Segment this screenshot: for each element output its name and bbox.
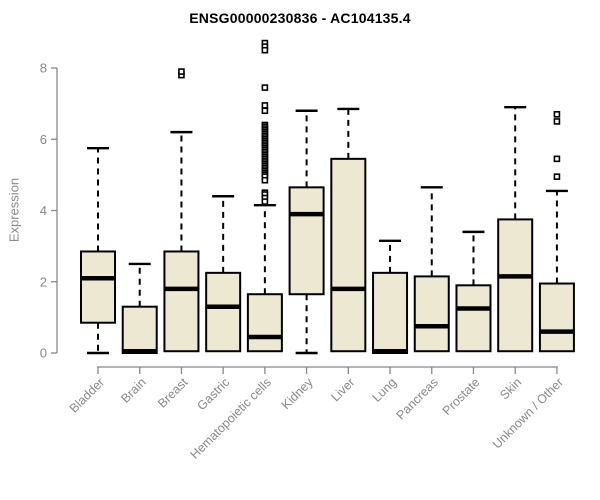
x-tick-label-lung: Lung (370, 375, 400, 405)
box-unknown-other (538, 282, 575, 353)
outlier-hematopoietic-cells (261, 102, 269, 109)
y-axis-label: Expression (6, 177, 22, 243)
outlier-breast (178, 68, 185, 75)
chart-title: ENSG00000230836 - AC104135.4 (189, 10, 411, 26)
outlier-hematopoietic-cells (261, 84, 269, 91)
box-skin (497, 218, 534, 353)
y-tick-label-8: 8 (40, 61, 47, 76)
outlier-unknown-other (553, 118, 561, 125)
box-breast (163, 250, 200, 353)
box-pancreas (413, 275, 450, 353)
box-liver (330, 157, 367, 353)
outlier-hematopoietic-cells (261, 198, 269, 205)
box-brain (121, 305, 158, 354)
x-tick-label-liver: Liver (328, 375, 357, 404)
box-gastric (205, 271, 242, 353)
x-tick-label-breast: Breast (155, 375, 191, 411)
y-tick-label-6: 6 (40, 132, 47, 147)
x-tick-label-pancreas: Pancreas (394, 375, 441, 422)
box-bladder (80, 250, 116, 324)
x-tick-label-skin: Skin (497, 375, 524, 402)
outlier-hematopoietic-cells (261, 46, 269, 54)
x-tick-label-brain: Brain (118, 375, 149, 406)
box-prostate (455, 284, 492, 353)
box-kidney (288, 186, 325, 296)
y-tick-label-2: 2 (40, 274, 47, 289)
x-tick-label-unknown-other: Unknown / Other (490, 375, 566, 451)
outlier-unknown-other (553, 111, 561, 118)
y-tick-label-4: 4 (40, 203, 47, 218)
box-hematopoietic-cells (246, 293, 283, 353)
outlier-unknown-other (553, 173, 561, 180)
x-tick-label-hematopoietic-cells: Hematopoietic cells (187, 375, 274, 462)
box-lung (372, 271, 409, 354)
outlier-hematopoietic-cells (261, 107, 269, 115)
x-tick-label-bladder: Bladder (67, 375, 107, 415)
outlier-hematopoietic-cells (261, 176, 269, 184)
x-tick-label-prostate: Prostate (440, 375, 483, 418)
outlier-unknown-other (553, 155, 561, 163)
x-tick-label-kidney: Kidney (279, 375, 316, 412)
x-tick-label-gastric: Gastric (194, 375, 232, 413)
y-tick-label-0: 0 (40, 346, 47, 361)
